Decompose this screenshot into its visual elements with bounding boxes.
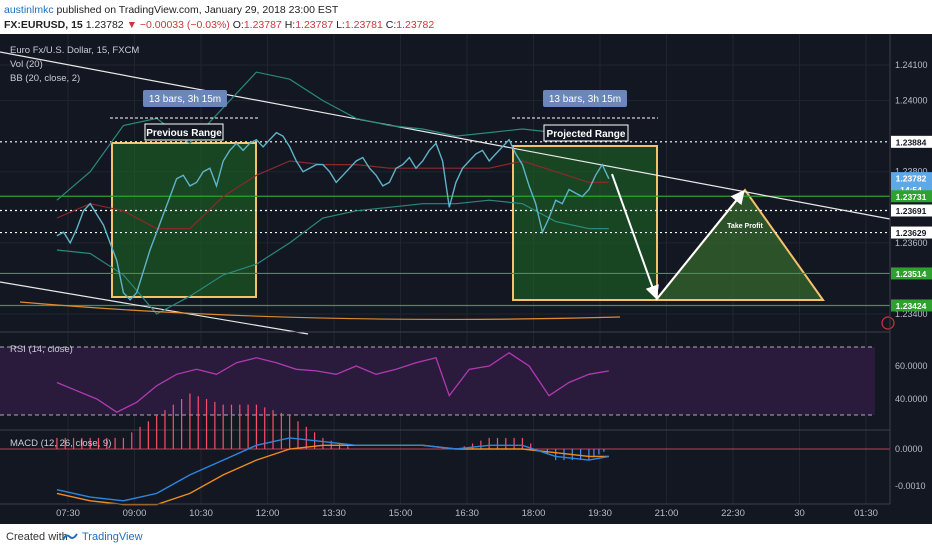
high-value: 1.23787 bbox=[295, 19, 334, 31]
bb-upper-band bbox=[56, 71, 609, 201]
low-label: L: bbox=[336, 19, 345, 31]
price-label: 1.23514 bbox=[896, 269, 927, 279]
indicator-bb: BB (20, close, 2) bbox=[10, 73, 80, 84]
macd-label: MACD (12, 26, close, 9) bbox=[10, 438, 111, 449]
price-label-box bbox=[891, 299, 932, 312]
bb-lower-band bbox=[56, 199, 609, 315]
bb-middle-band bbox=[56, 160, 609, 230]
rsi-line bbox=[56, 352, 610, 413]
publish-info: austinlmkc published on TradingView.com,… bbox=[4, 4, 338, 16]
price-label-box bbox=[891, 226, 932, 239]
previous-range-label-box bbox=[144, 123, 224, 141]
open-value: 1.23787 bbox=[243, 19, 282, 31]
open-label: O: bbox=[232, 19, 244, 31]
rsi-pane: RSI (14, close) bbox=[0, 331, 890, 416]
chart-canvas[interactable]: 13 bars, 3h 15m 13 bars, 3h 15m Previous… bbox=[0, 34, 932, 524]
chart-title: Euro Fx/U.S. Dollar, 15, FXCM bbox=[10, 45, 139, 56]
macd-line bbox=[56, 437, 610, 502]
macd-tick-label: 0.0000 bbox=[895, 444, 923, 454]
price-label: 1.23782 bbox=[896, 174, 927, 184]
x-tick-label: 01:30 bbox=[854, 508, 878, 519]
price-axis[interactable]: 1.24100 1.24000 1.23800 1.23600 1.23400 60.00… bbox=[891, 60, 932, 491]
x-tick-label: 18:00 bbox=[522, 508, 546, 519]
y-tick-label: 1.23800 bbox=[895, 167, 928, 177]
y-tick-label: 1.23400 bbox=[895, 309, 928, 319]
price-pane: 13 bars, 3h 15m 13 bars, 3h 15m Previous… bbox=[0, 45, 895, 335]
tradingview-logo-icon bbox=[62, 533, 78, 541]
projected-range-label-box bbox=[543, 124, 629, 142]
projected-range-label: Projected Range bbox=[547, 129, 626, 140]
tradingview-link[interactable]: TradingView bbox=[82, 531, 143, 543]
projected-range-box[interactable] bbox=[512, 145, 658, 301]
symbol-info: FX:EURUSD, 15 1.23782 ▼ −0.00033 (−0.03%… bbox=[4, 19, 434, 31]
footer: Created with TradingView bbox=[0, 524, 932, 550]
rsi-band bbox=[0, 347, 875, 415]
price-line bbox=[56, 131, 610, 301]
rsi-tick-label: 40.0000 bbox=[895, 394, 928, 404]
x-tick-label: 09:00 bbox=[123, 508, 147, 519]
y-tick-label: 1.24000 bbox=[895, 96, 928, 106]
bar-label-box-2 bbox=[543, 90, 627, 107]
close-label: C: bbox=[385, 19, 397, 31]
x-tick-label: 12:00 bbox=[256, 508, 280, 519]
price-label: 14:54 bbox=[900, 185, 922, 195]
previous-range-label: Previous Range bbox=[146, 128, 222, 139]
price-label: 1.23884 bbox=[896, 137, 927, 147]
chart-header: austinlmkc published on TradingView.com,… bbox=[0, 0, 932, 34]
macd-pane: MACD (12, 26, close, 9) bbox=[0, 393, 890, 506]
y-tick-label: 1.23600 bbox=[895, 238, 928, 248]
price-label: 1.23731 bbox=[896, 192, 927, 202]
price-label-box bbox=[891, 135, 932, 148]
last-price: 1.23782 bbox=[85, 19, 124, 31]
price-label-box bbox=[891, 172, 932, 185]
x-tick-label: 19:30 bbox=[588, 508, 612, 519]
price-label-box bbox=[891, 267, 932, 280]
x-tick-label: 10:30 bbox=[189, 508, 213, 519]
x-tick-label: 13:30 bbox=[322, 508, 346, 519]
x-tick-label: 07:30 bbox=[56, 508, 80, 519]
price-label: 1.23691 bbox=[896, 206, 927, 216]
take-profit-label: Take Profit bbox=[727, 223, 763, 230]
created-with: Created with bbox=[6, 531, 68, 543]
price-label-box bbox=[891, 204, 932, 217]
x-tick-label: 16:30 bbox=[455, 508, 479, 519]
bar-label-box-1 bbox=[143, 90, 227, 107]
projection-arrow-down[interactable] bbox=[611, 173, 659, 300]
author-link[interactable]: austinlmkc bbox=[4, 4, 54, 16]
high-label: H: bbox=[284, 19, 296, 31]
price-label: 1.23629 bbox=[896, 228, 927, 238]
rsi-tick-label: 60.0000 bbox=[895, 361, 928, 371]
bar-label-2: 13 bars, 3h 15m bbox=[549, 94, 621, 105]
time-axis[interactable]: 07:30 09:00 10:30 12:00 13:30 15:00 16:30 18:00… bbox=[56, 508, 878, 519]
previous-range-box[interactable] bbox=[111, 142, 257, 298]
bar-label-1: 13 bars, 3h 15m bbox=[149, 94, 221, 105]
publish-text: published on TradingView.com, January 29… bbox=[56, 4, 339, 16]
rsi-label: RSI (14, close) bbox=[10, 344, 73, 355]
symbol: FX:EURUSD, 15 bbox=[4, 19, 83, 31]
lower-trendline[interactable] bbox=[0, 281, 309, 335]
projection-arrow-up[interactable] bbox=[655, 189, 745, 301]
indicator-vol: Vol (20) bbox=[10, 59, 43, 70]
price-label-box bbox=[891, 190, 932, 203]
macd-tick-label: -0.0010 bbox=[895, 481, 926, 491]
x-tick-label: 30 bbox=[794, 508, 805, 519]
alert-marker-icon[interactable] bbox=[881, 316, 895, 330]
low-value: 1.23781 bbox=[344, 19, 383, 31]
x-tick-label: 22:30 bbox=[721, 508, 745, 519]
y-tick-label: 1.24100 bbox=[895, 60, 928, 70]
x-tick-label: 15:00 bbox=[389, 508, 413, 519]
volume-ma-line bbox=[19, 301, 621, 321]
x-tick-label: 21:00 bbox=[655, 508, 679, 519]
close-value: 1.23782 bbox=[396, 19, 435, 31]
price-change: ▼ −0.00033 (−0.03%) bbox=[126, 19, 230, 31]
price-label: 1.23424 bbox=[896, 301, 927, 311]
